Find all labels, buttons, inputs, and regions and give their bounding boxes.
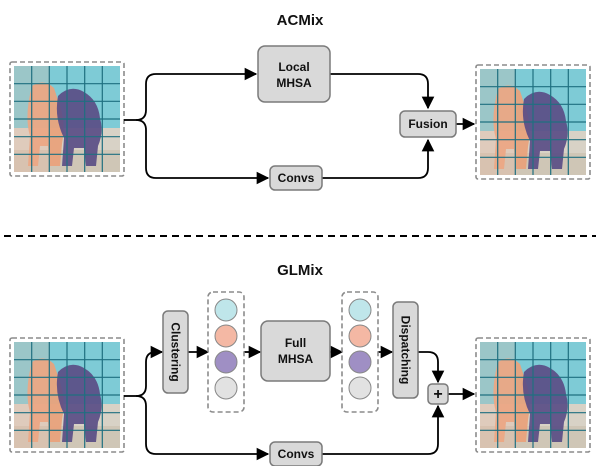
convs-block-bottom: Convs <box>269 441 323 466</box>
token-circle <box>214 350 238 374</box>
local-mhsa-label-2: MHSA <box>276 76 312 90</box>
output-image-top <box>475 64 591 180</box>
local-mhsa-label-1: Local <box>278 60 309 74</box>
full-mhsa-block: Full MHSA <box>260 320 331 382</box>
local-mhsa-block: Local MHSA <box>257 45 331 103</box>
token-circle <box>348 324 372 348</box>
acmix-title: ACMix <box>277 12 324 29</box>
token-circle <box>214 324 238 348</box>
add-block: + <box>427 383 449 405</box>
token-group-updated <box>341 291 379 413</box>
clustering-block: Clustering <box>162 310 189 394</box>
full-mhsa-label-1: Full <box>285 336 306 350</box>
bottom-wires <box>124 345 476 461</box>
clustering-label: Clustering <box>169 322 183 381</box>
full-mhsa-label-2: MHSA <box>278 352 314 366</box>
fusion-block: Fusion <box>399 110 457 138</box>
dispatching-block: Dispatching <box>392 301 419 399</box>
token-circle <box>348 376 372 400</box>
token-circle <box>214 376 238 400</box>
glmix-title: GLMix <box>277 262 323 279</box>
token-group-clustered <box>207 291 245 413</box>
token-circle <box>348 350 372 374</box>
convs-block-top: Convs <box>269 165 323 191</box>
dispatching-label: Dispatching <box>399 316 413 385</box>
output-image-bottom <box>475 337 591 453</box>
convs-label-bottom: Convs <box>278 447 315 461</box>
input-image-top <box>9 61 125 177</box>
input-image-bottom <box>9 337 125 453</box>
convs-label-top: Convs <box>278 171 315 185</box>
token-circle <box>214 298 238 322</box>
add-label: + <box>433 386 442 403</box>
fusion-label: Fusion <box>408 117 447 131</box>
token-circle <box>348 298 372 322</box>
top-wires <box>124 67 476 185</box>
